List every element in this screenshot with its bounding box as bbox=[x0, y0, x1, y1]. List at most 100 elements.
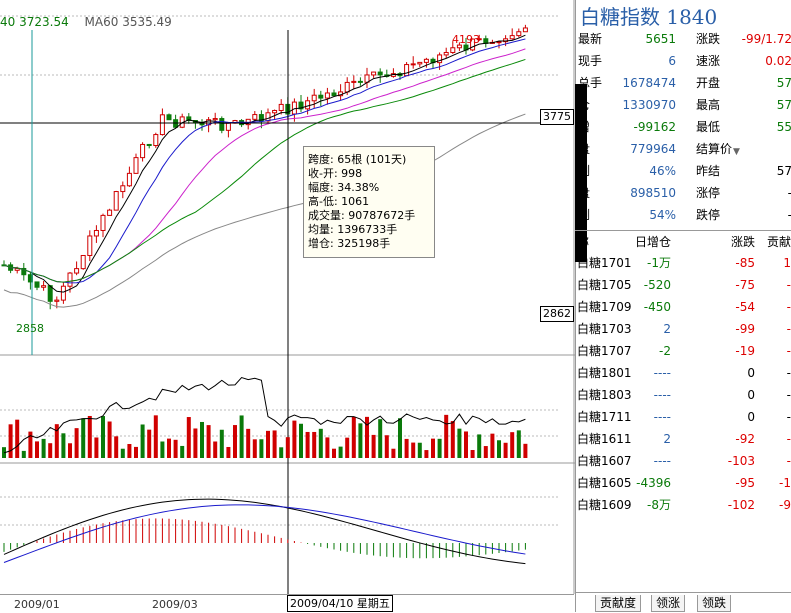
volume-bar bbox=[200, 421, 204, 458]
volume-bar bbox=[358, 423, 363, 458]
candle-body bbox=[305, 100, 311, 110]
list-item[interactable]: 白糖1711 ---- 0 - bbox=[575, 406, 791, 428]
candle-body bbox=[278, 103, 284, 111]
chevron-down-icon[interactable]: ▼ bbox=[733, 147, 740, 157]
price-tag-upper: 3775 bbox=[540, 109, 574, 125]
list-item[interactable]: 白糖1607 ---- -103 - bbox=[575, 450, 791, 472]
candle-body bbox=[219, 118, 225, 131]
candle-body bbox=[509, 35, 515, 40]
ma60-value: MA60 3535.49 bbox=[84, 15, 172, 29]
candle-body bbox=[456, 44, 462, 49]
contract-name: 白糖1609 bbox=[577, 498, 632, 512]
contract-contribution: - bbox=[786, 454, 791, 468]
volume-bar bbox=[127, 444, 132, 458]
low-price-label: 2858 bbox=[16, 322, 44, 335]
list-item[interactable]: 白糖1611 2 -92 - bbox=[575, 428, 791, 450]
contract-increase: ---- bbox=[653, 366, 671, 380]
contract-name: 白糖1803 bbox=[577, 388, 632, 402]
volume-bar bbox=[351, 416, 356, 458]
volume-bar bbox=[371, 434, 376, 458]
candle-body bbox=[377, 71, 383, 76]
volume-bar bbox=[338, 446, 343, 458]
list-item[interactable]: 白糖1801 ---- 0 - bbox=[575, 362, 791, 384]
list-item[interactable]: 白糖1605 -4396 -95 -1 bbox=[575, 472, 791, 494]
volume-bar bbox=[8, 424, 13, 458]
contract-increase: -1万 bbox=[647, 256, 671, 270]
ma60-line bbox=[3, 113, 526, 308]
candle-body bbox=[331, 92, 337, 97]
volume-bar bbox=[417, 442, 422, 458]
candle-body bbox=[166, 114, 172, 121]
list-item[interactable]: 白糖1609 -8万 -102 -9 bbox=[575, 494, 791, 516]
contract-contribution: - bbox=[786, 344, 791, 358]
quote-value: 1330970 bbox=[622, 98, 676, 112]
volume-bar bbox=[437, 438, 442, 458]
price-tag-lower: 2862 bbox=[540, 306, 574, 322]
volume-bar bbox=[206, 425, 211, 458]
tab-leading-up[interactable]: 领涨 bbox=[651, 595, 686, 612]
contract-name: 白糖1707 bbox=[577, 344, 632, 358]
volume-bar bbox=[318, 428, 323, 458]
candle-body bbox=[212, 118, 218, 121]
list-item[interactable]: 白糖1709 -450 -54 - bbox=[575, 296, 791, 318]
candle-body bbox=[417, 61, 423, 65]
candle-body bbox=[67, 272, 73, 287]
list-item[interactable]: 白糖1707 -2 -19 - bbox=[575, 340, 791, 362]
tab-leading-down[interactable]: 领跌 bbox=[697, 595, 732, 612]
tooltip-high-low: 高-低: 1061 bbox=[308, 195, 370, 208]
tooltip-open-close: 收-开: 998 bbox=[308, 167, 363, 180]
candle-body bbox=[258, 114, 264, 122]
volume-bar bbox=[259, 439, 264, 458]
volume-bar bbox=[213, 441, 218, 458]
quote-label: 跌停 bbox=[696, 208, 721, 222]
candle-body bbox=[351, 80, 357, 83]
ma-legend: 40 3723.54 MA60 3535.49 bbox=[0, 15, 184, 29]
volume-bar bbox=[503, 442, 508, 458]
quote-value: -99/1.72 bbox=[741, 32, 791, 46]
quote-value: 1678474 bbox=[622, 76, 676, 90]
candle-body bbox=[437, 54, 443, 64]
quote-row: 总手 1678474 开盘 57 bbox=[576, 72, 791, 94]
header-increase[interactable]: 日增仓 bbox=[634, 235, 671, 249]
contract-contribution: -9 bbox=[779, 498, 791, 512]
quote-row: 例54%跌停- bbox=[576, 204, 791, 226]
list-item[interactable]: 白糖1703 2 -99 - bbox=[575, 318, 791, 340]
quote-value: 55 bbox=[776, 120, 791, 134]
contract-increase: -8万 bbox=[647, 498, 671, 512]
volume-bar bbox=[153, 415, 158, 458]
volume-bar bbox=[239, 415, 244, 458]
tab-contribution[interactable]: 贡献度 bbox=[595, 595, 642, 612]
quote-row: 盘898510涨停- bbox=[576, 182, 791, 204]
volume-bar bbox=[48, 443, 53, 458]
volume-bar bbox=[457, 428, 462, 458]
list-item[interactable]: 白糖1705 -520 -75 - bbox=[575, 274, 791, 296]
candlestick-chart[interactable] bbox=[0, 0, 575, 594]
quote-label: 昨结 bbox=[696, 164, 721, 178]
contract-name: 白糖1607 bbox=[577, 454, 632, 468]
date-label-1: 2009/01 bbox=[14, 598, 60, 611]
contract-name: 白糖1605 bbox=[577, 476, 632, 490]
volume-bar bbox=[68, 443, 72, 458]
volume-bar bbox=[384, 435, 389, 458]
candle-body bbox=[113, 191, 119, 211]
candle-body bbox=[470, 38, 476, 51]
list-item[interactable]: 白糖1803 ---- 0 - bbox=[575, 384, 791, 406]
volume-bar bbox=[74, 428, 79, 458]
candle-body bbox=[252, 114, 258, 120]
contract-contribution: - bbox=[786, 410, 791, 424]
header-change[interactable]: 涨跌 bbox=[730, 235, 755, 249]
contract-change: 0 bbox=[747, 388, 755, 402]
quote-value: 46% bbox=[649, 164, 676, 178]
quote-value: 5651 bbox=[645, 32, 676, 46]
contract-increase: ---- bbox=[653, 410, 671, 424]
volume-bar bbox=[219, 429, 224, 458]
quote-label: 结算价 bbox=[696, 142, 733, 156]
volume-bar bbox=[186, 417, 191, 458]
tooltip-add-position: 增仓: 325198手 bbox=[308, 237, 391, 250]
volume-bar bbox=[510, 432, 515, 458]
quote-row: 仓1330970最高57 bbox=[576, 94, 791, 116]
candle-body bbox=[503, 38, 509, 43]
candle-body bbox=[133, 157, 139, 174]
list-item[interactable]: 白糖1701 -1万 -85 1 bbox=[575, 252, 791, 274]
header-contribution[interactable]: 贡献 bbox=[766, 235, 791, 249]
